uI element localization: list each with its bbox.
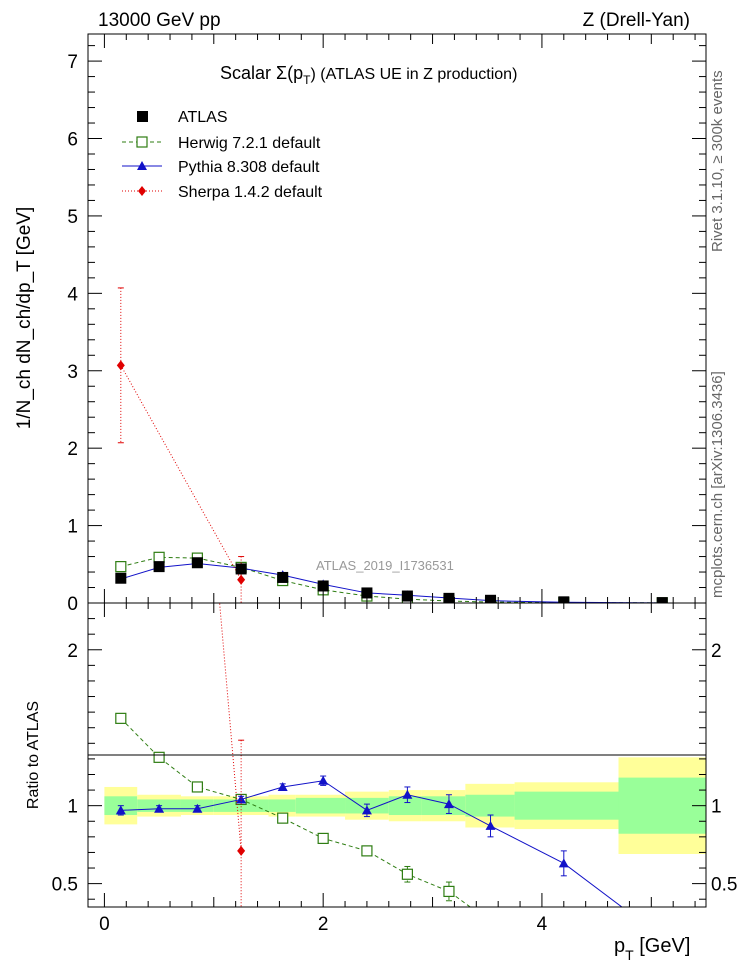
legend-label-pythia: Pythia 8.308 default [178,159,320,176]
source-label: mcplots.cern.ch [arXiv:1306.3436] [709,371,726,598]
x-tick-label-0: 0 [99,914,110,935]
main-point-data-7 [401,590,413,602]
ratio-band-inner-5 [295,797,346,814]
ratio-point-pythia-2 [192,803,203,813]
main-y-tick-label-3: 3 [67,362,78,383]
main-y-tick-label-7: 7 [67,52,78,73]
ratio-point-herwig-2 [191,781,203,793]
main-point-data-4 [277,571,289,583]
ratio-point-pythia-1 [154,803,165,813]
axes: 0 2 4 0 1 2 3 4 5 6 7 0.5 0.5 1 1 2 2 [52,34,737,935]
main-point-data-5 [317,580,329,592]
ratio-line-sherpa [219,603,242,851]
legend-label-atlas: ATLAS [178,109,228,126]
ratio-point-pythia-3 [236,794,247,804]
ratio-y-tick-label-right-2: 2 [711,641,722,662]
legend-label-sherpa: Sherpa 1.4.2 default [178,184,323,201]
ratio-point-herwig-5 [317,832,329,845]
ratio-point-sherpa-1 [237,845,246,856]
main-point-data-8 [443,592,455,603]
ratio-point-pythia-6 [361,805,372,815]
ratio-band-inner-11 [618,777,706,834]
main-point-data-2 [191,557,203,569]
legend-marker-herwig [136,136,148,148]
main-point-herwig-1 [153,551,165,563]
ratio-y-tick-label-right-0.5: 0.5 [711,875,737,896]
main-point-sherpa-0 [116,360,125,371]
main-point-herwig-0 [115,561,127,573]
ratio-series [115,603,623,907]
ratio-band-inner-4 [268,799,296,812]
x-tick-label-4: 4 [537,914,548,935]
ratio-band-inner-10 [514,791,619,820]
ratio-point-herwig-0 [115,712,127,724]
main-y-tick-label-4: 4 [67,284,78,305]
main-y-tick-label-5: 5 [67,207,78,228]
ratio-point-herwig-1 [153,751,165,763]
main-point-data-3 [235,563,247,575]
ratio-point-herwig-4 [277,812,289,824]
main-y-tick-label-6: 6 [67,130,78,151]
legend-marker-sherpa [138,186,146,196]
ratio-line-herwig [120,718,472,907]
ratio-point-pythia-5 [318,775,329,785]
x-axis-label: pT [GeV] [614,935,690,963]
ratio-y-tick-label-right-1: 1 [711,797,722,818]
main-line-sherpa [120,365,242,581]
main-y-tick-label-2: 2 [67,439,78,460]
analysis-id: ATLAS_2019_I1736531 [316,558,454,573]
legend-label-herwig: Herwig 7.2.1 default [178,135,321,152]
ratio-y-tick-label-left-0.5: 0.5 [52,875,78,896]
rivet-label: Rivet 3.1.10, ≥ 300k events [709,70,726,252]
main-point-data-11 [656,597,668,603]
ratio-point-pythia-4 [277,781,288,791]
main-point-data-6 [361,587,373,599]
ratio-point-herwig-6 [361,845,373,857]
legend-marker-pythia [137,161,147,170]
legend: ATLAS Herwig 7.2.1 default Pythia 8.308 … [122,109,323,201]
ratio-point-pythia-9 [485,820,496,830]
ratio-point-pythia-10 [558,858,569,868]
ratio-line-pythia [120,780,623,907]
main-point-data-0 [115,572,127,584]
ratio-band-inner-8 [421,796,466,816]
ratio-band-inner-7 [388,796,422,816]
main-point-data-1 [153,561,165,573]
ratio-y-axis-label: Ratio to ATLAS [25,701,42,809]
main-y-tick-label-1: 1 [67,517,78,538]
ratio-point-herwig-7 [401,868,413,880]
main-point-data-9 [485,594,497,603]
ratio-band-inner-9 [465,794,515,817]
main-point-sherpa-1 [237,574,246,585]
legend-marker-atlas [137,111,148,122]
x-tick-label-2: 2 [318,914,329,935]
energy-label: 13000 GeV pp [98,10,221,31]
ratio-point-pythia-7 [402,789,413,799]
ratio-y-tick-label-left-2: 2 [67,641,78,662]
ratio-point-herwig-8 [443,885,455,898]
process-label: Z (Drell-Yan) [583,10,690,31]
ratio-y-tick-label-left-1: 1 [67,797,78,818]
y-axis-label: 1/N_ch dN_ch/dp_T [GeV] [14,207,35,430]
chart-title: Scalar Σ(pT) (ATLAS UE in Z production) [220,63,517,87]
main-y-tick-label-0: 0 [67,594,78,615]
ratio-point-pythia-0 [115,805,126,815]
main-line-herwig [120,556,663,603]
ratio-point-pythia-8 [443,799,454,809]
main-line-pythia [120,563,663,603]
